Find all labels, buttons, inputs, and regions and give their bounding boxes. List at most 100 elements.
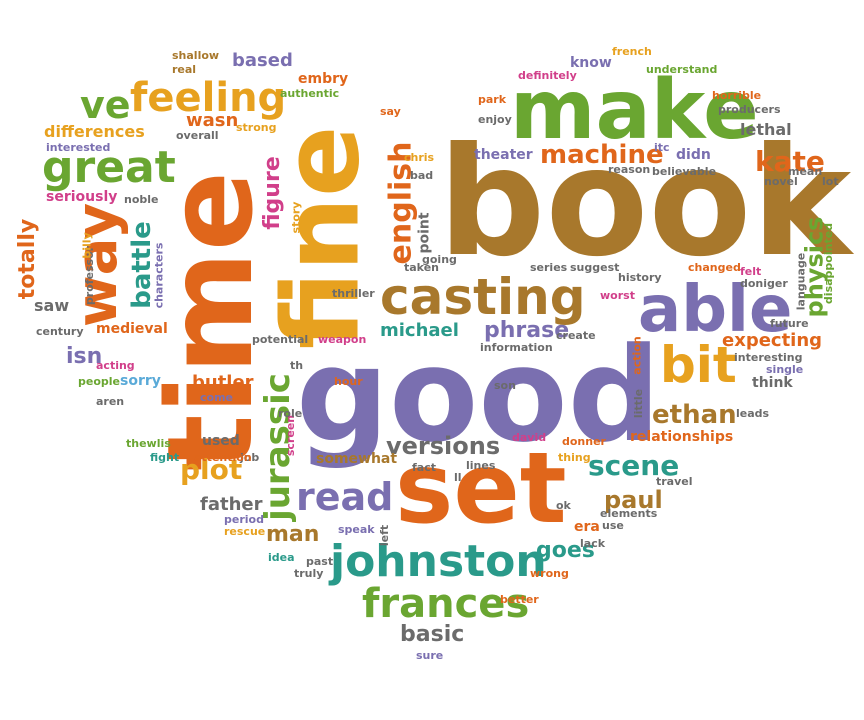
word-embry: embry xyxy=(298,71,349,87)
word-information: information xyxy=(480,341,553,354)
word-know: know xyxy=(570,55,612,71)
word-fight: fight xyxy=(150,451,180,464)
word-hour: hour xyxy=(334,375,363,388)
word-enjoy: enjoy xyxy=(478,113,512,126)
word-future: future xyxy=(770,317,809,330)
word-isn: isn xyxy=(66,344,103,369)
word-time: time xyxy=(140,171,279,471)
word-lethal: lethal xyxy=(740,120,792,139)
word-expecting: expecting xyxy=(722,330,823,351)
word-scene: scene xyxy=(588,449,680,482)
word-feeling: feeling xyxy=(130,75,287,121)
word-differences: differences xyxy=(44,122,145,141)
word-bad: bad xyxy=(410,169,434,182)
word-understand: understand xyxy=(646,63,718,76)
word-interested: interested xyxy=(46,141,111,154)
word-son: son xyxy=(494,379,516,392)
word-johnston: johnston xyxy=(330,536,547,587)
word-michael: michael xyxy=(380,320,459,341)
word-reason: reason xyxy=(608,163,651,176)
word-doniger: doniger xyxy=(740,277,788,290)
word-action: action xyxy=(630,336,644,375)
word-believable: believable xyxy=(652,165,717,178)
word-plot: plot xyxy=(180,453,243,486)
word-chris: chris xyxy=(404,151,435,164)
word-father: father xyxy=(200,494,263,515)
word-authentic: authentic xyxy=(280,87,340,100)
word-worst: worst xyxy=(600,289,635,302)
word-casting: casting xyxy=(380,268,586,326)
word-interesting: interesting xyxy=(734,351,803,364)
word-ve: ve xyxy=(80,83,131,127)
word-thewlis: thewlis xyxy=(126,437,171,450)
word-totally: totally xyxy=(15,218,41,300)
word-potential: potential xyxy=(252,333,309,346)
word-thing: thing xyxy=(558,451,591,464)
word-somewhat: somewhat xyxy=(316,451,398,467)
word-shallow: shallow xyxy=(172,49,220,62)
word-series: series xyxy=(530,261,568,274)
word-left: left xyxy=(378,524,392,547)
word-david: david xyxy=(512,431,547,444)
word-used: used xyxy=(202,433,240,449)
word-billy: billy xyxy=(80,232,94,259)
word-lack: lack xyxy=(580,537,606,550)
word-truly: truly xyxy=(294,567,324,580)
word-relationships: relationships xyxy=(630,429,734,445)
word-felt: felt xyxy=(740,265,762,278)
word-little: little xyxy=(632,388,646,419)
word-donner: donner xyxy=(562,435,606,448)
word-disappointed: disappointed xyxy=(822,222,836,305)
word-battle: battle xyxy=(126,221,157,309)
word-story: story xyxy=(289,201,303,234)
word-wasn: wasn xyxy=(186,110,239,131)
word-weapon: weapon xyxy=(318,333,367,346)
word-based: based xyxy=(232,50,293,71)
word-mean: mean xyxy=(788,165,823,178)
word-lot: lot xyxy=(822,175,839,188)
word-phrase: phrase xyxy=(484,318,570,343)
word-better: better xyxy=(500,593,539,606)
word-language: language xyxy=(794,252,808,311)
word-producers: producers xyxy=(718,103,781,116)
word-past: past xyxy=(306,555,334,568)
word-strong: strong xyxy=(236,121,277,134)
word-frances: frances xyxy=(362,581,530,627)
word-didn: didn xyxy=(676,147,711,163)
word-suggest: suggest xyxy=(570,261,620,274)
word-come: come xyxy=(200,391,233,404)
word-century: century xyxy=(36,325,84,338)
word-travel: travel xyxy=(656,475,693,488)
word-way: way xyxy=(65,202,131,328)
word-man: man xyxy=(266,522,320,547)
word-job: job xyxy=(240,451,260,464)
word-single: single xyxy=(766,363,804,376)
word-ll: ll xyxy=(454,471,462,484)
word-aren: aren xyxy=(96,395,125,408)
word-sorry: sorry xyxy=(120,373,161,389)
word-people: people xyxy=(78,375,120,388)
word-real: real xyxy=(172,63,197,76)
word-figure: figure xyxy=(259,156,285,230)
word-ethan: ethan xyxy=(652,400,737,430)
word-great: great xyxy=(42,142,176,193)
word-idea: idea xyxy=(268,551,295,564)
word-wrong: wrong xyxy=(530,567,569,580)
word-theater: theater xyxy=(474,147,533,163)
word-versions: versions xyxy=(386,432,501,460)
word-create: create xyxy=(556,329,596,342)
word-goes: goes xyxy=(536,538,595,563)
word-period: period xyxy=(224,513,264,526)
word-say: say xyxy=(380,105,401,118)
word-think: think xyxy=(752,375,793,391)
word-elements: elements xyxy=(600,507,658,520)
word-acting: acting xyxy=(96,359,135,372)
word-fact: fact xyxy=(412,461,436,474)
word-fine: fine xyxy=(260,125,383,350)
word-role: role xyxy=(278,407,303,420)
word-paul: paul xyxy=(604,486,663,514)
word-kate: kate xyxy=(755,145,825,178)
word-itc: itc xyxy=(654,141,670,154)
word-definitely: definitely xyxy=(518,69,577,82)
